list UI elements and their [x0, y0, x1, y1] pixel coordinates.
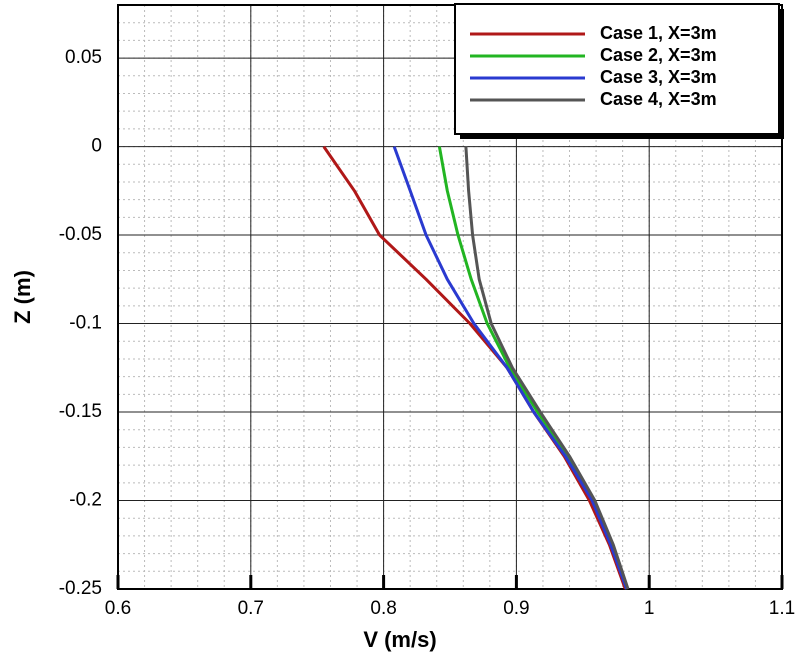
legend-label: Case 2, X=3m [600, 45, 717, 65]
y-tick-label: 0.05 [65, 47, 102, 68]
y-axis-label: Z (m) [10, 270, 35, 324]
plot-frame [117, 4, 783, 590]
line-series [392, 146, 629, 590]
legend-label: Case 3, X=3m [600, 67, 717, 87]
y-tick-label: -0.15 [59, 401, 102, 422]
x-tick-label: 1 [644, 598, 655, 619]
y-tick-label: -0.1 [69, 313, 102, 334]
y-tick-label: 0 [91, 136, 102, 157]
x-tick-label: 1.1 [769, 598, 795, 619]
y-tick-label: -0.2 [69, 490, 102, 511]
y-tick-label: -0.25 [59, 578, 102, 599]
legend-box [454, 3, 780, 135]
y-tick-label: -0.05 [59, 224, 102, 245]
legend-label: Case 1, X=3m [600, 23, 717, 43]
x-axis-label: V (m/s) [363, 627, 436, 652]
line-series [464, 146, 630, 590]
legend-label: Case 4, X=3m [600, 89, 717, 109]
x-tick-label: 0.7 [238, 598, 264, 619]
x-tick-label: 0.9 [503, 598, 529, 619]
x-tick-label: 0.8 [370, 598, 396, 619]
x-tick-label: 0.6 [105, 598, 131, 619]
